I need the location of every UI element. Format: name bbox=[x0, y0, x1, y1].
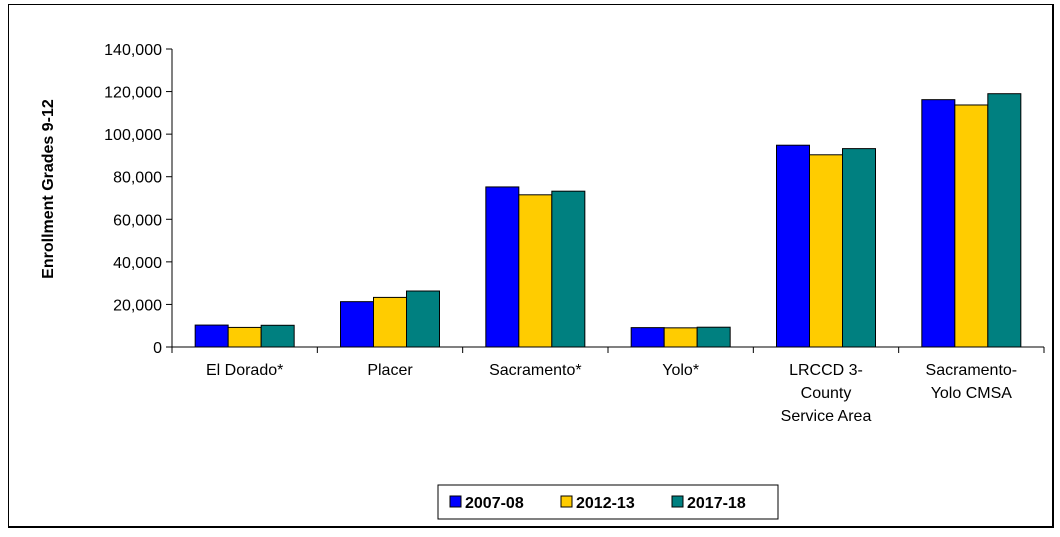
bar-2007-08 bbox=[921, 99, 956, 348]
x-tick-labels: El Dorado* Placer Sacramento* Yolo* LRCCD 3-… bbox=[206, 362, 1017, 425]
x-tick-label-line: Yolo CMSA bbox=[931, 385, 1013, 402]
bar-2007-08 bbox=[194, 324, 229, 348]
y-tick-label: 40,000 bbox=[113, 255, 162, 272]
x-tick-label-line: Service Area bbox=[781, 408, 872, 425]
x-tick-label: Yolo* bbox=[662, 362, 699, 379]
bar-2017-18 bbox=[406, 290, 440, 348]
x-tick-label-line: LRCCD 3- bbox=[789, 362, 863, 379]
bar-2017-18 bbox=[842, 148, 876, 348]
bar-2012-13 bbox=[518, 194, 553, 348]
x-tick-label: LRCCD 3- County Service Area bbox=[781, 362, 872, 425]
x-tick-label: Sacramento- Yolo CMSA bbox=[926, 362, 1018, 402]
y-tick-label: 80,000 bbox=[113, 170, 162, 187]
x-tick-label-line: Placer bbox=[367, 362, 413, 379]
legend-label: 2017-18 bbox=[687, 495, 746, 512]
bar-2017-18 bbox=[551, 190, 586, 348]
y-axis-label: Enrollment Grades 9-12 bbox=[40, 99, 57, 279]
legend-swatch bbox=[449, 495, 462, 508]
x-tick-label-line: County bbox=[801, 385, 852, 402]
legend-swatch bbox=[560, 495, 573, 508]
bars bbox=[194, 93, 1022, 348]
x-tick-label-line: El Dorado* bbox=[206, 362, 283, 379]
y-tick-label: 20,000 bbox=[113, 297, 162, 314]
y-tick-label: 120,000 bbox=[104, 85, 162, 102]
legend-swatch bbox=[671, 495, 684, 508]
y-axis: 0 20,000 40,000 60,000 80,000 100,000 120,000 1… bbox=[104, 42, 173, 357]
legend-label: 2012-13 bbox=[576, 495, 635, 512]
y-tick-label: 0 bbox=[153, 340, 162, 357]
x-tick-label: Placer bbox=[367, 362, 413, 379]
x-tick-label: Sacramento* bbox=[489, 362, 582, 379]
bar-2017-18 bbox=[696, 326, 731, 348]
bar-2012-13 bbox=[954, 104, 989, 348]
x-tick-label-line: Sacramento* bbox=[489, 362, 582, 379]
x-tick-label: El Dorado* bbox=[206, 362, 283, 379]
bar-2007-08 bbox=[776, 144, 810, 348]
x-tick-label-line: Yolo* bbox=[662, 362, 699, 379]
y-tick-label: 140,000 bbox=[104, 42, 162, 59]
bar-2012-13 bbox=[809, 154, 843, 348]
bar-2012-13 bbox=[373, 296, 407, 348]
legend-box bbox=[437, 484, 779, 520]
bar-2007-08 bbox=[485, 186, 520, 348]
y-tick-label: 100,000 bbox=[104, 127, 162, 144]
bar-2017-18 bbox=[987, 93, 1022, 348]
legend: 2007-08 2012-13 2017-18 bbox=[437, 484, 779, 520]
y-tick-label: 60,000 bbox=[113, 212, 162, 229]
x-axis bbox=[171, 346, 1045, 353]
chart: Enrollment Grades 9-12 0 20,000 40,000 60,0… bbox=[8, 4, 1054, 528]
legend-label: 2007-08 bbox=[465, 495, 524, 512]
x-tick-label-line: Sacramento- bbox=[926, 362, 1018, 379]
bar-2012-13 bbox=[663, 327, 698, 348]
bar-2012-13 bbox=[227, 326, 262, 348]
bar-2007-08 bbox=[340, 301, 374, 348]
bar-2017-18 bbox=[260, 324, 295, 348]
bar-2007-08 bbox=[630, 327, 665, 348]
